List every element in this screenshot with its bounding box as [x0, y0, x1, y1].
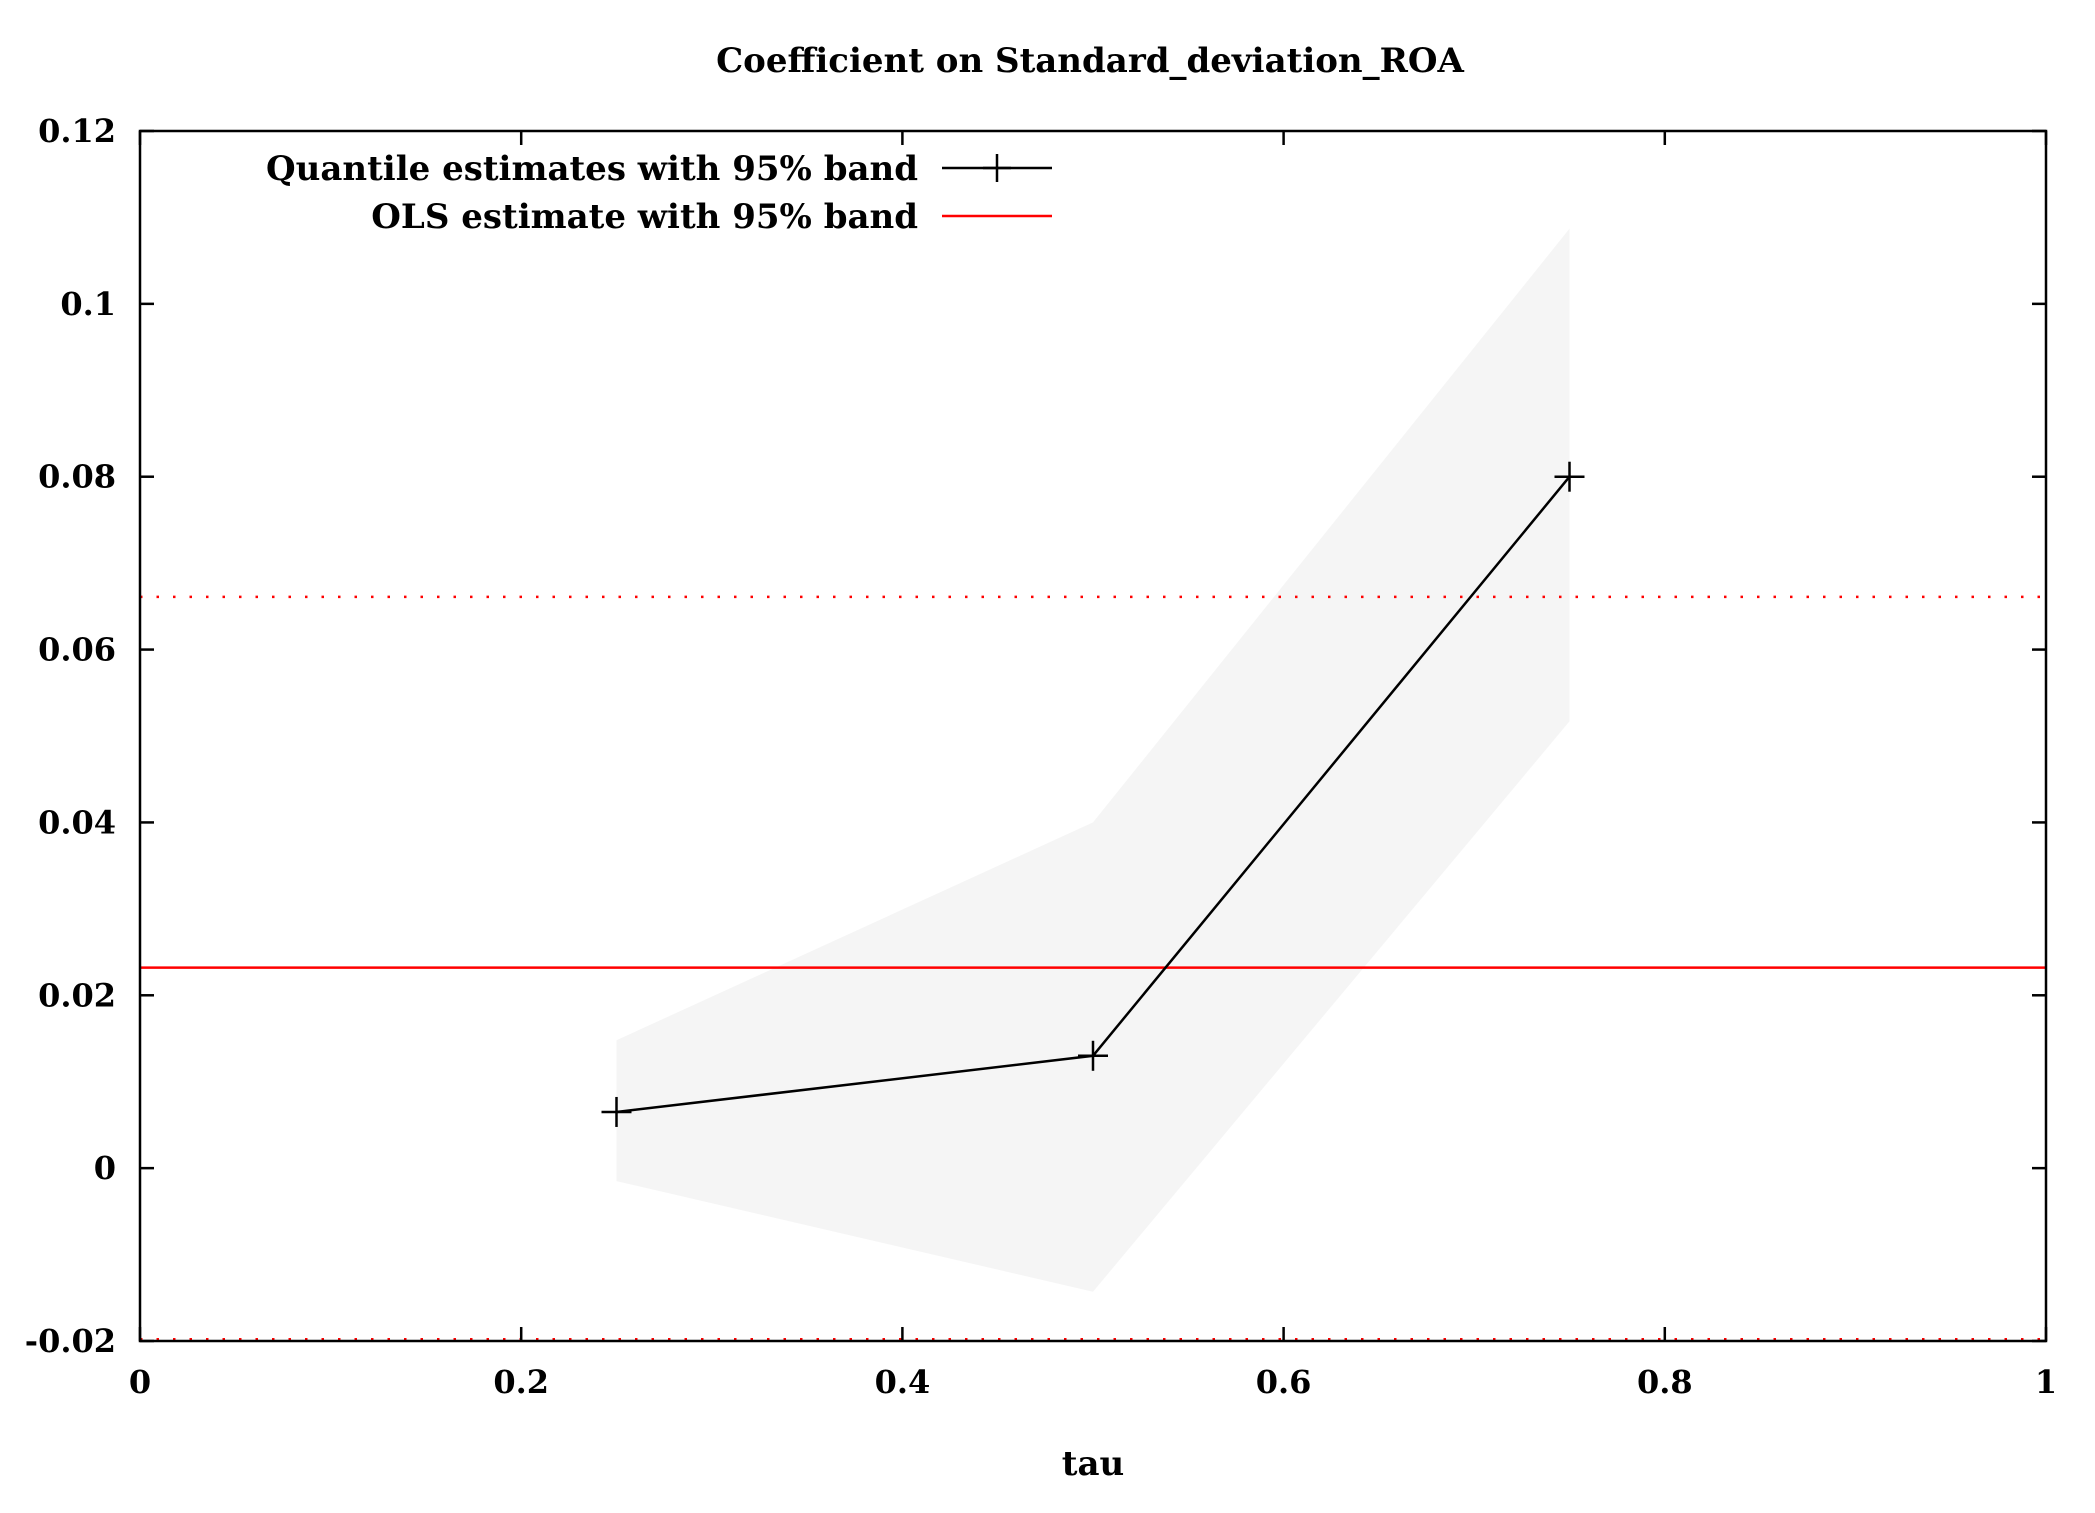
quantile-point-marker [1554, 461, 1585, 492]
legend-label-ols: OLS estimate with 95% band [371, 197, 918, 237]
quantile-series-layer [601, 461, 1585, 1127]
y-tick-label: 0.04 [38, 803, 116, 841]
x-axis-ticks: 0 0.2 0.4 0.6 0.8 1 [129, 131, 2057, 1401]
ols-layer [140, 595, 2046, 1341]
quantile-confidence-band [616, 228, 1570, 1292]
y-tick-label: 0.12 [38, 112, 116, 150]
quantile-point-marker [601, 1096, 632, 1127]
quantile-point-marker [1078, 1040, 1108, 1071]
x-tick-label: 1 [2035, 1363, 2057, 1401]
y-tick-label: 0.06 [38, 631, 116, 669]
plot-area-border [138, 129, 2048, 1343]
x-tick-label: 0.6 [1256, 1363, 1312, 1401]
x-tick-label: 0 [129, 1363, 151, 1401]
y-tick-label: 0.1 [60, 285, 116, 323]
x-tick-label: 0.4 [875, 1363, 931, 1401]
chart-title: Coefficient on Standard_deviation_ROA [716, 41, 1464, 81]
y-tick-label: 0 [94, 1149, 116, 1187]
y-tick-label: 0.02 [38, 976, 116, 1014]
x-axis-label: tau [1062, 1444, 1124, 1484]
x-tick-label: 0.8 [1637, 1363, 1693, 1401]
legend-label-quantile: Quantile estimates with 95% band [266, 149, 918, 189]
y-tick-label: -0.02 [25, 1322, 116, 1360]
quantile-confidence-band-layer [616, 228, 1570, 1292]
legend: Quantile estimates with 95% band OLS est… [266, 149, 1052, 237]
y-tick-label: 0.08 [38, 458, 116, 496]
y-axis-ticks: -0.02 0 0.02 0.04 0.06 0.08 0.1 0.12 [25, 112, 2046, 1360]
x-tick-label: 0.2 [493, 1363, 549, 1401]
